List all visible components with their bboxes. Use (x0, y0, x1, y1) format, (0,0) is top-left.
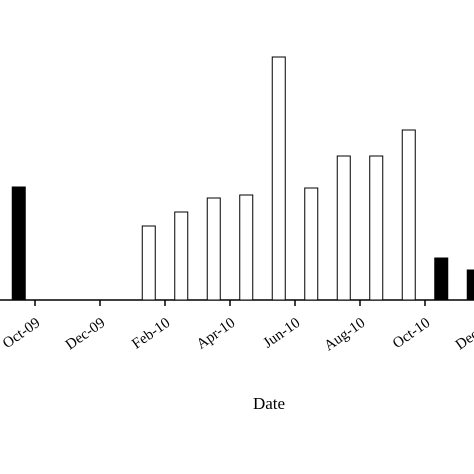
x-tick-label: Apr-10 (194, 315, 238, 353)
x-tick-label: Aug-10 (322, 315, 369, 354)
x-tick-label: Oct-10 (390, 315, 433, 352)
bar (206, 197, 221, 301)
bar (401, 129, 416, 301)
x-tick-label: Jun-10 (261, 315, 304, 352)
x-axis-title: Date (253, 394, 285, 413)
bar (434, 257, 449, 301)
bar (141, 225, 156, 301)
x-tick-label: Dec-09 (63, 315, 108, 353)
bar (466, 269, 474, 301)
bar (336, 155, 351, 301)
bar (11, 186, 26, 301)
x-tick-label: Dec-10 (453, 315, 474, 353)
bar (304, 187, 319, 301)
x-tick-label: Oct-09 (0, 315, 43, 352)
bar (271, 56, 286, 301)
bar (369, 155, 384, 301)
x-tick-label: Feb-10 (129, 315, 173, 352)
bar (239, 194, 254, 301)
bar (174, 211, 189, 301)
